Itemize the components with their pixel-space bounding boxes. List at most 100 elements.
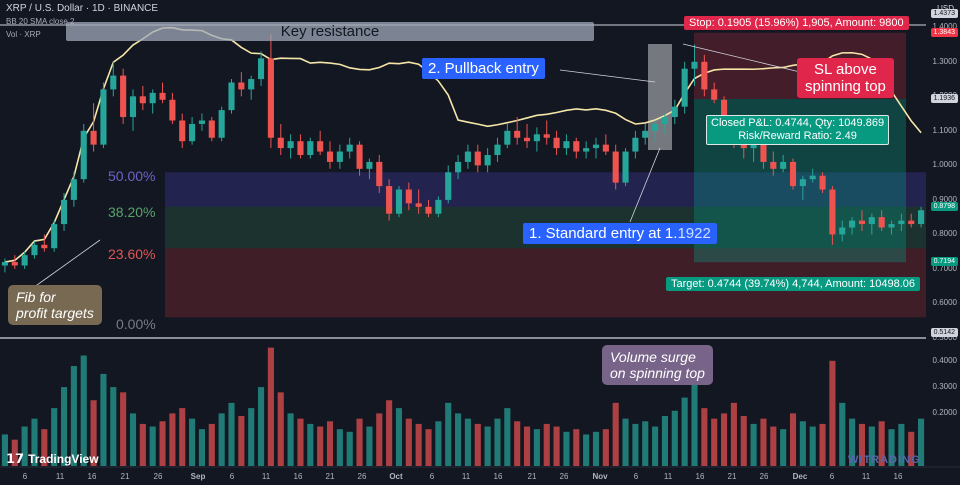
price-tag: 1.4373 [930, 9, 958, 19]
volume-bar [918, 418, 925, 466]
candle-body [720, 99, 728, 121]
volume-bar [888, 429, 895, 466]
volume-bar [533, 429, 540, 466]
price-tick: 1.3000 [932, 56, 957, 66]
candle-body [602, 144, 609, 152]
volume-bar [691, 381, 698, 466]
candle-body [671, 106, 678, 118]
candle-body [592, 144, 600, 149]
candle-body [90, 130, 97, 145]
candle-body [474, 151, 481, 166]
candle-body [573, 141, 580, 152]
candle-body [888, 224, 895, 228]
volume-bar [395, 408, 403, 466]
volume-bar [435, 421, 442, 466]
volume-bar [21, 426, 28, 466]
volume-bar [652, 426, 659, 466]
volume-note: Volume surge on spinning top [602, 345, 713, 385]
volume-bar [120, 392, 127, 466]
candle-body [612, 151, 619, 183]
volume-bar [514, 421, 521, 466]
price-tag: 1.3843 [930, 27, 958, 37]
time-tick: 11 [461, 472, 471, 481]
candle-body [642, 130, 649, 138]
price-tag: 0.7194 [930, 257, 958, 267]
pullback-connector [559, 69, 656, 83]
volume-bar [287, 413, 294, 466]
time-tick: 16 [695, 472, 705, 481]
symbol-title: XRP / U.S. Dollar · 1D · BINANCE [6, 3, 159, 14]
volume-bar [139, 423, 146, 466]
volume-note-line1: Volume surge [610, 349, 696, 365]
candle-body [139, 96, 146, 104]
time-tick: 26 [559, 472, 569, 481]
tradingview-logo[interactable]: 𝟭𝟳 TradingView [6, 451, 99, 467]
fib-level-0: 0.00% [116, 316, 156, 332]
volume-bar [267, 347, 274, 466]
candle-body [51, 224, 58, 249]
volume-bar [622, 418, 629, 466]
fib-zone-50 [165, 172, 926, 207]
watermark: WITRADING [848, 454, 921, 466]
candle-body [849, 220, 856, 228]
volume-bar [198, 429, 206, 466]
volume-bar [11, 439, 18, 466]
volume-bar [90, 400, 97, 466]
volume-bar [445, 402, 452, 466]
candle-body [317, 141, 324, 152]
volume-bar [80, 355, 87, 466]
volume-bar [277, 392, 284, 466]
price-tick: 0.8000 [932, 229, 957, 239]
tradingview-logo-text: TradingView [28, 452, 99, 466]
candle-body [533, 134, 540, 142]
candle-body [563, 141, 570, 149]
candle-body [553, 137, 560, 149]
time-tick: 21 [527, 472, 537, 481]
fib-note-line1: Fib for [16, 289, 56, 305]
volume-bar [41, 429, 48, 466]
candle-body [435, 199, 442, 214]
candle-body [356, 144, 363, 169]
volume-bar [169, 413, 176, 466]
standard-entry-label: 1. Standard entry at 1.1922 [523, 223, 717, 244]
candle-body [366, 161, 373, 169]
candle-body [799, 179, 806, 187]
volume-bar [159, 421, 166, 466]
volume-bar [238, 416, 245, 466]
volume-bar [100, 373, 107, 466]
volume-bar [346, 431, 353, 466]
fib-level-38: 38.20% [108, 204, 156, 220]
candle-body [238, 82, 245, 90]
volume-bar [405, 418, 412, 466]
candle-body [386, 186, 393, 214]
candle-body [189, 123, 196, 142]
candle-body [809, 175, 816, 180]
sl-connector [682, 43, 801, 73]
candle-body [770, 161, 777, 169]
candle-body [918, 210, 925, 225]
candle-body [21, 255, 28, 266]
volume-bar [661, 416, 669, 466]
volume-bar [129, 413, 137, 466]
volume-bar [898, 423, 905, 466]
candle-body [858, 220, 866, 225]
volume-bar [632, 423, 639, 466]
candle-body [120, 75, 127, 118]
candle-body [228, 82, 235, 111]
volume-bar [868, 426, 875, 466]
candle-body [504, 130, 511, 145]
volume-bar [218, 413, 225, 466]
currency-label: USD [937, 4, 954, 13]
volume-bar [110, 387, 117, 466]
price-tick: 1.0000 [932, 160, 957, 170]
candle-body [780, 161, 787, 169]
candle-body [159, 92, 166, 100]
volume-bar [849, 418, 856, 466]
volume-bar [799, 421, 806, 466]
candle-body [198, 120, 206, 124]
price-tick: 0.5000 [932, 333, 957, 342]
candle-body [326, 151, 334, 162]
standard-entry-suffix: 1922 [677, 225, 711, 242]
volume-bar [60, 387, 68, 466]
